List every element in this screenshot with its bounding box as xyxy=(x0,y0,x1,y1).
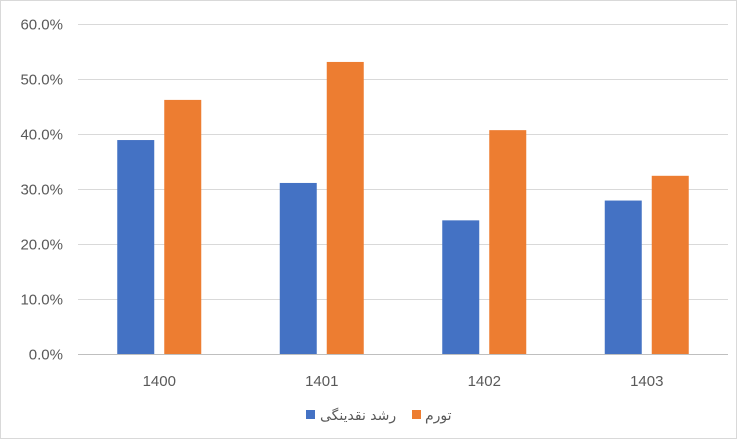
bar-series2-1403 xyxy=(651,175,689,354)
x-tick-label: 1400 xyxy=(143,373,176,390)
x-tick-label: 1401 xyxy=(305,373,338,390)
bar-series2-1400 xyxy=(164,99,202,355)
x-tick-label: 1403 xyxy=(630,373,663,390)
bar-series1-1401 xyxy=(279,182,317,354)
bar-series1-1403 xyxy=(604,200,642,354)
bar-series2-1401 xyxy=(326,61,364,354)
y-tick-label: 10.0% xyxy=(20,292,63,309)
bars xyxy=(117,61,689,355)
x-axis-tick-labels: 1400 1401 1402 1403 xyxy=(143,373,664,390)
legend: رشد نقدینگی تورم xyxy=(306,407,452,424)
y-tick-label: 20.0% xyxy=(20,237,63,254)
y-tick-label: 50.0% xyxy=(20,72,63,89)
y-tick-label: 40.0% xyxy=(20,127,63,144)
x-tick-label: 1402 xyxy=(468,373,501,390)
y-tick-label: 30.0% xyxy=(20,182,63,199)
legend-label-series1: رشد نقدینگی xyxy=(320,407,396,424)
legend-swatch-series2 xyxy=(412,410,421,419)
bar-series2-1402 xyxy=(489,130,527,354)
legend-label-series2: تورم xyxy=(425,408,452,424)
bar-series1-1402 xyxy=(442,220,480,354)
bar-series1-1400 xyxy=(117,140,155,354)
y-tick-label: 60.0% xyxy=(20,17,63,34)
legend-swatch-series1 xyxy=(306,410,315,419)
y-axis-tick-labels: 0.0% 10.0% 20.0% 30.0% 40.0% 50.0% 60.0% xyxy=(20,17,63,364)
y-tick-label: 0.0% xyxy=(29,347,63,364)
